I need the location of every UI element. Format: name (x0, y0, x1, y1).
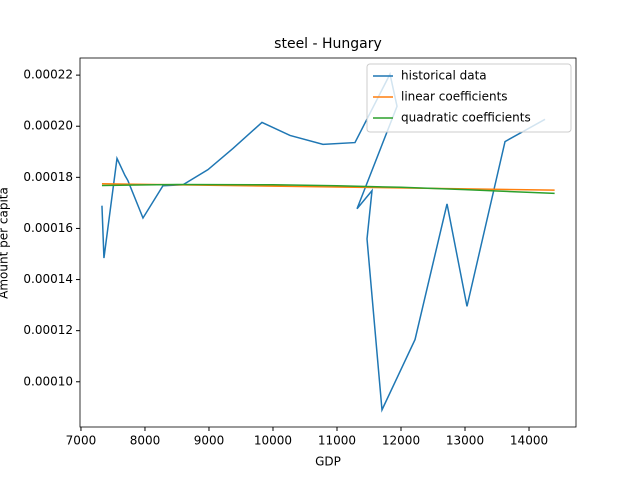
y-tick-label: 0.00020 (23, 119, 73, 133)
x-tick-label: 7000 (66, 434, 97, 448)
y-tick-label: 0.00016 (23, 221, 73, 235)
chart-title: steel - Hungary (274, 36, 382, 52)
x-axis-label: GDP (315, 455, 341, 469)
y-tick-label: 0.00012 (23, 323, 73, 337)
x-tick-label: 11000 (318, 434, 356, 448)
series-line (101, 183, 555, 195)
series-line (101, 71, 546, 413)
x-tick-label: 9000 (194, 434, 225, 448)
x-tick-label: 14000 (510, 434, 548, 448)
x-tick-label: 12000 (382, 434, 420, 448)
legend-label: historical data (401, 69, 487, 83)
y-axis-label: Amount per capita (0, 187, 11, 299)
legend-box (366, 63, 572, 133)
plot-frame (79, 57, 577, 428)
y-tick-label: 0.00018 (23, 170, 73, 184)
y-tick-label: 0.00014 (23, 272, 73, 286)
x-tick-label: 8000 (130, 434, 161, 448)
x-tick-label: 13000 (446, 434, 484, 448)
legend-label: linear coefficients (401, 90, 508, 104)
legend-label: quadratic coefficients (401, 111, 531, 125)
x-tick-label: 10000 (254, 434, 292, 448)
y-tick-label: 0.00022 (23, 68, 73, 82)
y-tick-label: 0.00010 (23, 374, 73, 388)
